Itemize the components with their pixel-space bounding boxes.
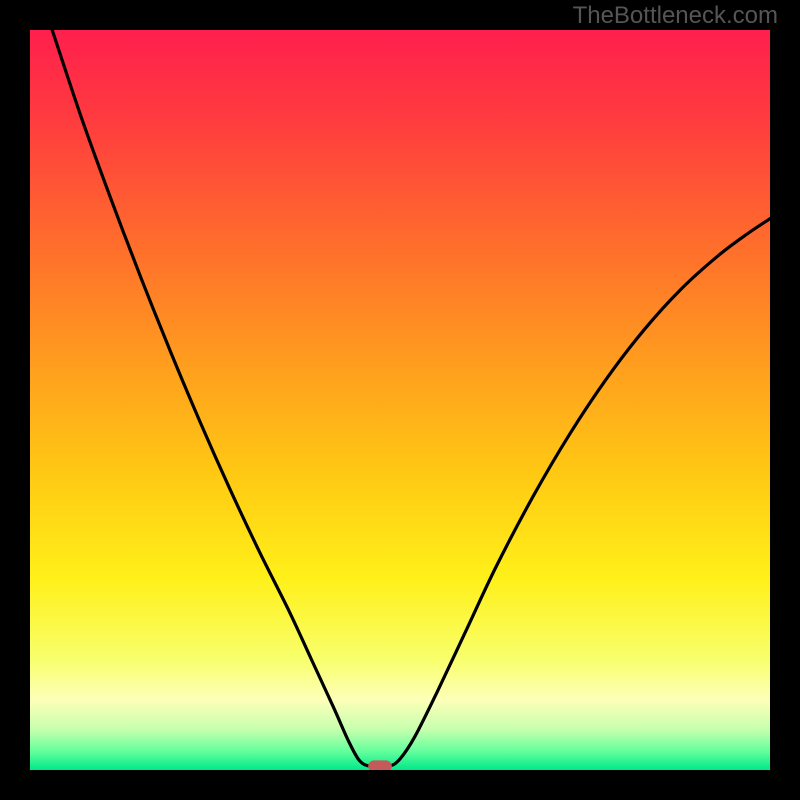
chart-svg [30,30,770,770]
chart-plot-area [30,30,770,770]
optimal-point-marker [368,760,392,770]
chart-background [30,30,770,770]
watermark-text: TheBottleneck.com [573,2,778,30]
